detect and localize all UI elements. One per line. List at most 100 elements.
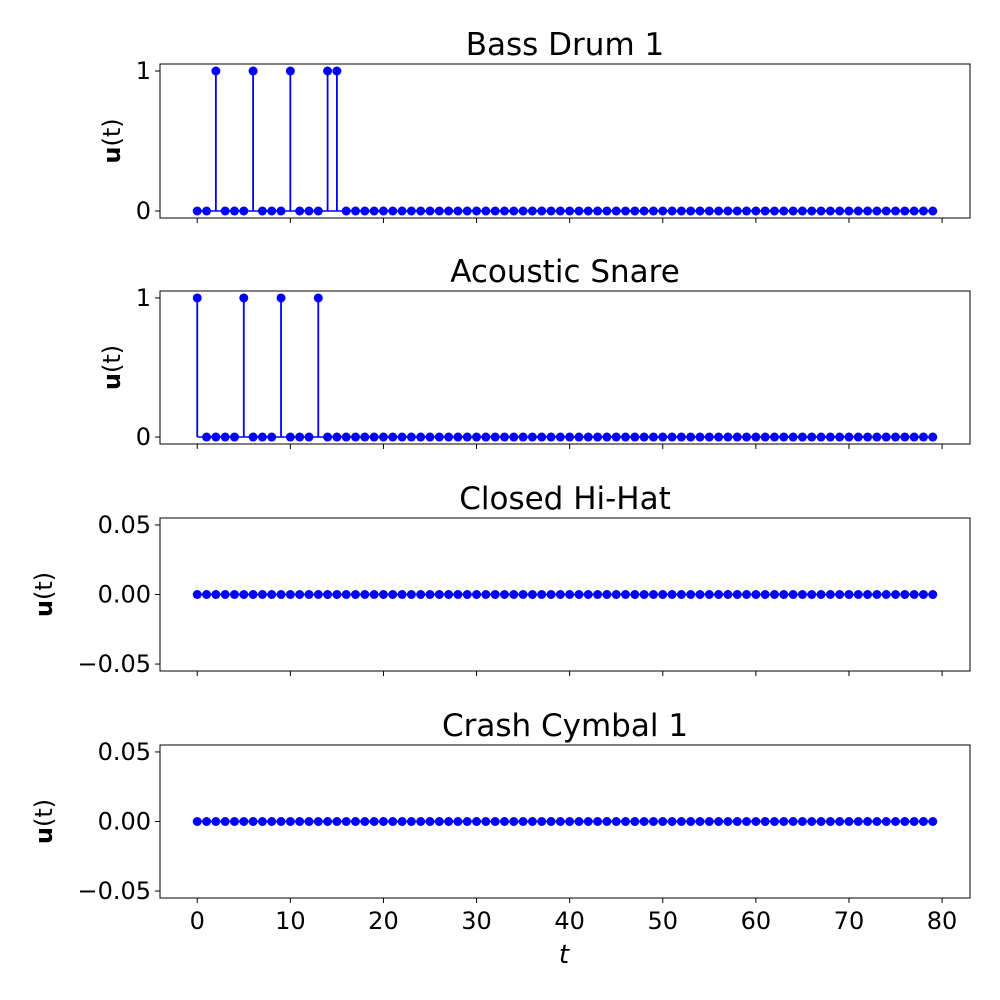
stem-marker — [472, 590, 482, 599]
stem-marker — [667, 817, 677, 826]
axes-frame — [159, 517, 971, 672]
stem-marker — [611, 817, 621, 826]
stem-marker — [695, 817, 705, 826]
stem-marker — [332, 817, 342, 826]
stem-marker — [630, 432, 640, 442]
stem-marker — [621, 206, 631, 216]
stem-marker — [369, 817, 379, 826]
stem-marker — [351, 817, 361, 826]
x-tick-label: 50 — [647, 907, 678, 935]
stem-marker — [416, 432, 426, 442]
stem-marker — [192, 206, 202, 216]
stem-marker — [546, 206, 556, 216]
stem-marker — [285, 817, 295, 826]
stem-marker — [593, 817, 603, 826]
stem-marker — [918, 590, 928, 599]
stem-marker — [900, 817, 910, 826]
stem-marker — [648, 590, 658, 599]
stem-marker — [304, 590, 314, 599]
stem-marker — [676, 432, 686, 442]
stem-marker — [853, 817, 863, 826]
stem-marker — [797, 817, 807, 826]
stem-marker — [686, 206, 696, 216]
stem-marker — [453, 432, 463, 442]
x-tick-label: 0 — [190, 907, 205, 935]
y-axis-label: u(t) — [30, 572, 58, 617]
stem-marker — [229, 590, 239, 599]
stem-marker — [714, 590, 724, 599]
stem-marker — [723, 590, 733, 599]
stem-marker — [239, 817, 249, 826]
subplot-2: Acoustic Snare u(t) 0 1 — [98, 254, 971, 451]
stem-marker — [323, 817, 333, 826]
stem-marker — [248, 590, 258, 599]
stem-marker — [462, 590, 472, 599]
stem-marker — [490, 206, 500, 216]
stem-marker — [481, 817, 491, 826]
x-tick-label: 40 — [554, 907, 585, 935]
stem-marker — [527, 817, 537, 826]
x-axis-label: t — [559, 940, 570, 970]
stem-marker — [565, 817, 575, 826]
stem-marker — [229, 206, 239, 216]
stem-marker — [891, 590, 901, 599]
stem-marker — [425, 817, 435, 826]
stem-marker — [527, 432, 537, 442]
stem-marker — [406, 432, 416, 442]
stem-marker — [844, 206, 854, 216]
stem-marker — [909, 817, 919, 826]
stem-marker — [686, 817, 696, 826]
y-tick-label: 0.00 — [98, 808, 151, 836]
stem-marker — [630, 590, 640, 599]
stem-marker — [369, 432, 379, 442]
stem-marker — [667, 590, 677, 599]
stem-marker — [844, 432, 854, 442]
stem-marker — [918, 206, 928, 216]
stem-marker — [425, 432, 435, 442]
y-axis-label: u(t) — [98, 118, 126, 163]
stem-marker — [304, 432, 314, 442]
stem-marker — [872, 432, 882, 442]
stem-marker — [825, 206, 835, 216]
stem-marker — [723, 206, 733, 216]
stem-marker — [220, 817, 230, 826]
stem-marker — [686, 590, 696, 599]
stem-marker — [351, 432, 361, 442]
stem-marker — [360, 590, 370, 599]
stem-marker — [714, 432, 724, 442]
stem-marker — [192, 817, 202, 826]
stem-marker — [844, 817, 854, 826]
axes-frame — [159, 744, 971, 899]
stem-marker — [257, 206, 267, 216]
stem-marker — [546, 590, 556, 599]
stem-marker — [565, 590, 575, 599]
y-axis-label-bold: u — [30, 827, 58, 844]
y-axis-label-bold: u — [98, 373, 126, 390]
x-tick-label: 60 — [741, 907, 772, 935]
stem-marker — [202, 590, 212, 599]
y-axis-label-rest: (t) — [98, 118, 126, 146]
stem-marker — [881, 590, 891, 599]
stem-marker — [323, 590, 333, 599]
stem-marker — [900, 590, 910, 599]
stem-marker — [444, 206, 454, 216]
stem-marker — [928, 432, 938, 442]
stem-marker — [397, 432, 407, 442]
stem-marker — [648, 206, 658, 216]
stem-marker — [611, 590, 621, 599]
stem-marker — [378, 817, 388, 826]
stem-marker — [732, 817, 742, 826]
stem-marker — [509, 206, 519, 216]
stem-marker — [462, 206, 472, 216]
stem-marker — [900, 206, 910, 216]
stem-marker — [630, 206, 640, 216]
stem-marker — [248, 66, 258, 76]
stem-marker — [388, 206, 398, 216]
stem-marker — [434, 817, 444, 826]
y-tick-label: 1 — [136, 57, 151, 85]
stem-marker — [304, 206, 314, 216]
stem-marker — [881, 432, 891, 442]
stem-marker — [779, 817, 789, 826]
stem-marker — [434, 206, 444, 216]
